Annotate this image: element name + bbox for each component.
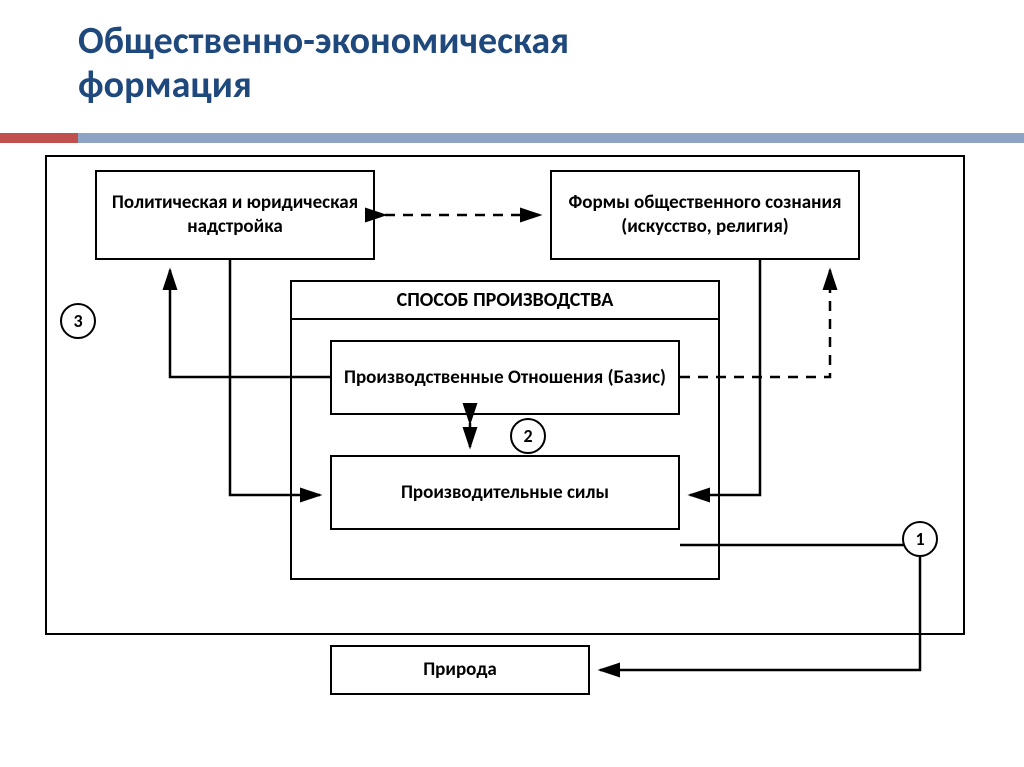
circle-2: 2 (510, 418, 546, 454)
box-consciousness: Формы общественного сознания (искусство,… (550, 170, 860, 260)
diagram: Политическая и юридическая надстройка Фо… (40, 155, 980, 735)
page-title-line2: формация (78, 62, 252, 108)
label-c1: 1 (915, 528, 924, 550)
box-political: Политическая и юридическая надстройка (95, 170, 375, 260)
label-relations: Производственные Отношения (Базис) (344, 366, 666, 390)
label-political: Политическая и юридическая надстройка (97, 191, 373, 239)
box-mode-header: СПОСОБ ПРОИЗВОДСТВА (290, 280, 720, 320)
label-mode: СПОСОБ ПРОИЗВОДСТВА (397, 288, 614, 313)
label-c2: 2 (523, 425, 532, 447)
circle-3: 3 (60, 303, 96, 339)
circle-1: 1 (902, 521, 938, 557)
label-c3: 3 (73, 310, 82, 332)
accent-bars (0, 133, 1024, 143)
box-relations: Производственные Отношения (Базис) (330, 340, 680, 415)
label-forces: Производительные силы (401, 481, 609, 505)
box-mode-of-production (290, 280, 720, 580)
box-forces: Производительные силы (330, 455, 680, 530)
box-nature: Природа (330, 645, 590, 695)
label-nature: Природа (423, 658, 497, 682)
label-consciousness: Формы общественного сознания (искусство,… (552, 191, 858, 239)
accent-blue-bar (78, 133, 1024, 143)
accent-red-bar (0, 133, 78, 143)
page-title-line1: Общественно-экономическая (78, 18, 569, 64)
